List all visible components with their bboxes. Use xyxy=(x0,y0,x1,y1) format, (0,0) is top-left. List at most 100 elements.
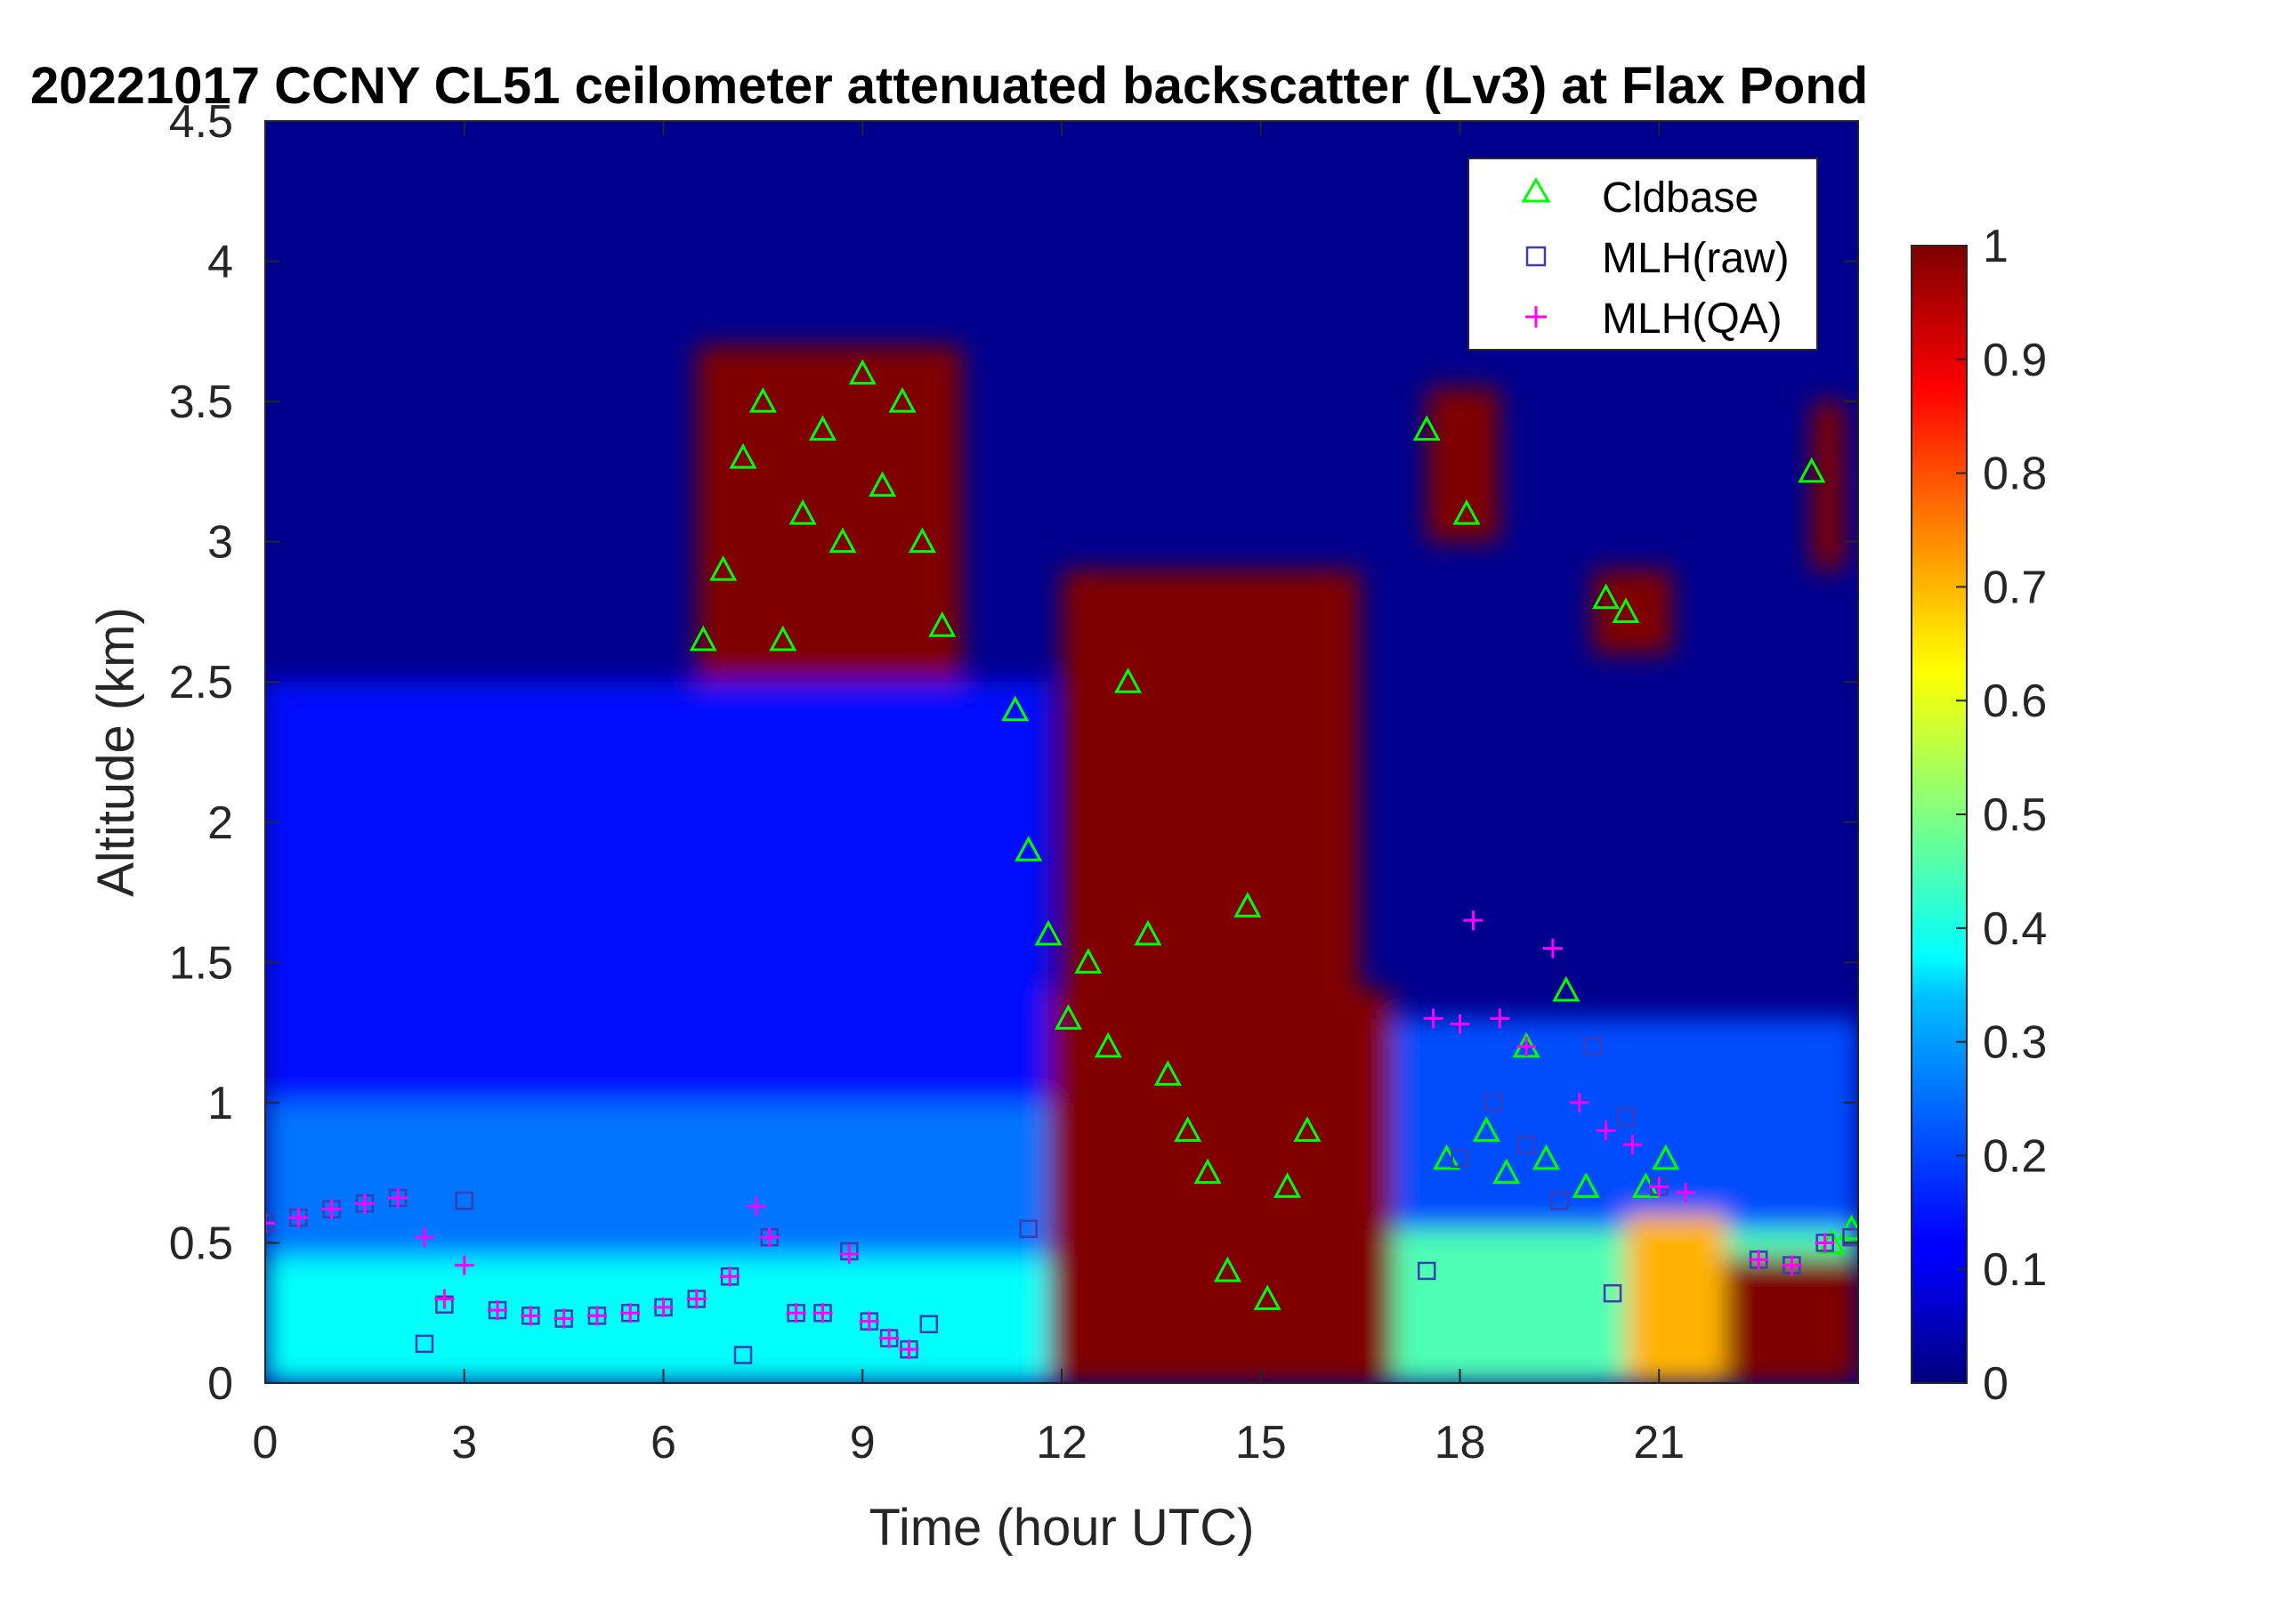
colorbar-tick-label: 0.8 xyxy=(1983,449,2047,500)
colorbar-tick-label: 0.7 xyxy=(1983,562,2047,613)
backscatter-region-5 xyxy=(1062,570,1361,991)
colorbar-tick-label: 0.6 xyxy=(1983,676,2047,727)
cldbase-point xyxy=(1054,1004,1082,1030)
cldbase-point xyxy=(729,442,757,469)
mlh-qa-point xyxy=(1516,1036,1537,1056)
y-tick-label: 0 xyxy=(207,1358,233,1410)
legend-label-mlh-qa: MLH(QA) xyxy=(1602,295,1783,343)
mlh-qa-point xyxy=(1622,1135,1643,1155)
plus-marker-icon xyxy=(1525,306,1547,328)
colorbar-tick-label: 0.1 xyxy=(1983,1244,2047,1296)
colorbar-tick-label: 0.4 xyxy=(1983,903,2047,955)
cldbase-point xyxy=(808,415,837,441)
mlh-qa-point xyxy=(265,1213,275,1234)
cldbase-point xyxy=(1134,919,1162,946)
mlh-raw-point xyxy=(733,1346,753,1364)
cldbase-point xyxy=(1193,1158,1222,1185)
x-tick-label: 18 xyxy=(1435,1417,1486,1468)
y-tick-label: 4 xyxy=(207,237,233,288)
mlh-raw-point xyxy=(1019,1219,1038,1238)
mlh-raw-point xyxy=(1842,1227,1858,1247)
x-tick-label: 12 xyxy=(1036,1417,1087,1468)
mlh-qa-point xyxy=(1450,1014,1470,1034)
cldbase-point xyxy=(1798,457,1826,483)
mlh-qa-point xyxy=(1490,1008,1510,1029)
cldbase-point xyxy=(888,386,917,413)
cldbase-point xyxy=(689,625,717,651)
mlh-qa-point xyxy=(321,1199,342,1219)
mlh-qa-point xyxy=(1782,1255,1802,1275)
backscatter-region-0 xyxy=(265,1257,1049,1383)
cldbase-point xyxy=(788,499,817,525)
mlh-qa-point xyxy=(586,1306,607,1326)
mlh-qa-point xyxy=(521,1306,541,1326)
mlh-raw-point xyxy=(1550,1191,1569,1210)
mlh-raw-point xyxy=(1516,1135,1536,1154)
cldbase-point xyxy=(769,625,797,651)
legend-entry-mlh-qa: MLH(QA) xyxy=(1525,295,1783,343)
y-tick-label: 4.5 xyxy=(169,96,233,148)
square-marker-icon xyxy=(1525,246,1547,267)
mlh-qa-point xyxy=(354,1193,375,1214)
cldbase-point xyxy=(1293,1116,1322,1142)
mlh-qa-point xyxy=(388,1188,408,1209)
y-tick-label: 2.5 xyxy=(169,657,233,708)
cldbase-point xyxy=(1213,1256,1241,1282)
mlh-qa-point xyxy=(1569,1092,1589,1112)
y-axis: 0 0.5 1 1.5 2 2.5 3 3.5 4 4.5 xyxy=(169,96,1858,1410)
mlh-qa-point xyxy=(686,1289,707,1309)
cldbase-point xyxy=(1612,597,1640,623)
cldbase-point xyxy=(1412,415,1441,441)
mlh-qa-point xyxy=(720,1266,740,1287)
y-tick-label: 0.5 xyxy=(169,1218,233,1269)
y-tick-label: 2 xyxy=(207,797,233,849)
mlh-qa-point xyxy=(653,1297,674,1317)
mlh-qa-point xyxy=(434,1289,455,1309)
mlh-qa-point xyxy=(454,1255,474,1275)
y-tick-label: 3.5 xyxy=(169,376,233,428)
cldbase-point xyxy=(1015,836,1043,862)
chart-title: 20221017 CCNY CL51 ceilometer attenuated… xyxy=(30,57,1868,115)
colorbar-tick-label: 1 xyxy=(1983,221,2009,272)
backscatter-region-9 xyxy=(1725,1257,1858,1383)
backscatter-region-1 xyxy=(265,1102,1049,1258)
cldbase-point xyxy=(748,386,777,413)
x-tick-label: 15 xyxy=(1235,1417,1287,1468)
mlh-qa-point xyxy=(1542,938,1563,959)
backscatter-region-10 xyxy=(1427,387,1500,542)
cldbase-point xyxy=(829,527,857,554)
mlh-qa-point xyxy=(759,1227,780,1248)
x-axis-label: Time (hour UTC) xyxy=(869,1499,1255,1557)
cldbase-point xyxy=(1273,1172,1302,1198)
colorbar: 0 0.1 0.2 0.3 0.4 0.5 0.6 0.7 0.8 0.9 1 xyxy=(1911,221,2047,1410)
colorbar-tick-label: 0 xyxy=(1983,1358,2009,1410)
mlh-qa-markers xyxy=(265,910,1835,1360)
triangle-marker-icon xyxy=(1521,177,1551,203)
cldbase-point xyxy=(1114,668,1143,693)
legend-label-mlh-raw: MLH(raw) xyxy=(1602,235,1790,282)
mlh-raw-point xyxy=(415,1334,434,1354)
mlh-raw-point xyxy=(1417,1261,1436,1281)
backscatter-region-8 xyxy=(1625,1214,1726,1383)
cldbase-point xyxy=(1253,1284,1281,1310)
cldbase-point xyxy=(1652,1144,1680,1170)
y-tick-label: 1.5 xyxy=(169,937,233,989)
cldbase-point xyxy=(1034,919,1063,946)
backscatter-region-2 xyxy=(265,682,1049,1103)
x-tick-label: 6 xyxy=(651,1417,676,1468)
legend-entry-cldbase: Cldbase xyxy=(1521,174,1758,222)
cldbase-point xyxy=(928,611,957,637)
legend-entry-mlh-raw: MLH(raw) xyxy=(1525,235,1790,282)
mlh-qa-point xyxy=(288,1208,309,1228)
backscatter-region-12 xyxy=(1811,401,1846,570)
mlh-raw-point xyxy=(1616,1107,1636,1126)
mlh-qa-point xyxy=(839,1244,860,1265)
cldbase-point xyxy=(1074,948,1103,974)
cldbase-point xyxy=(1532,1144,1560,1170)
mlh-qa-point xyxy=(1676,1182,1696,1202)
cldbase-point xyxy=(1592,583,1621,610)
colorbar-tick-label: 0.3 xyxy=(1983,1017,2047,1069)
colorbar-ticks: 0 0.1 0.2 0.3 0.4 0.5 0.6 0.7 0.8 0.9 1 xyxy=(1956,221,2047,1410)
y-tick-label: 1 xyxy=(207,1078,233,1129)
